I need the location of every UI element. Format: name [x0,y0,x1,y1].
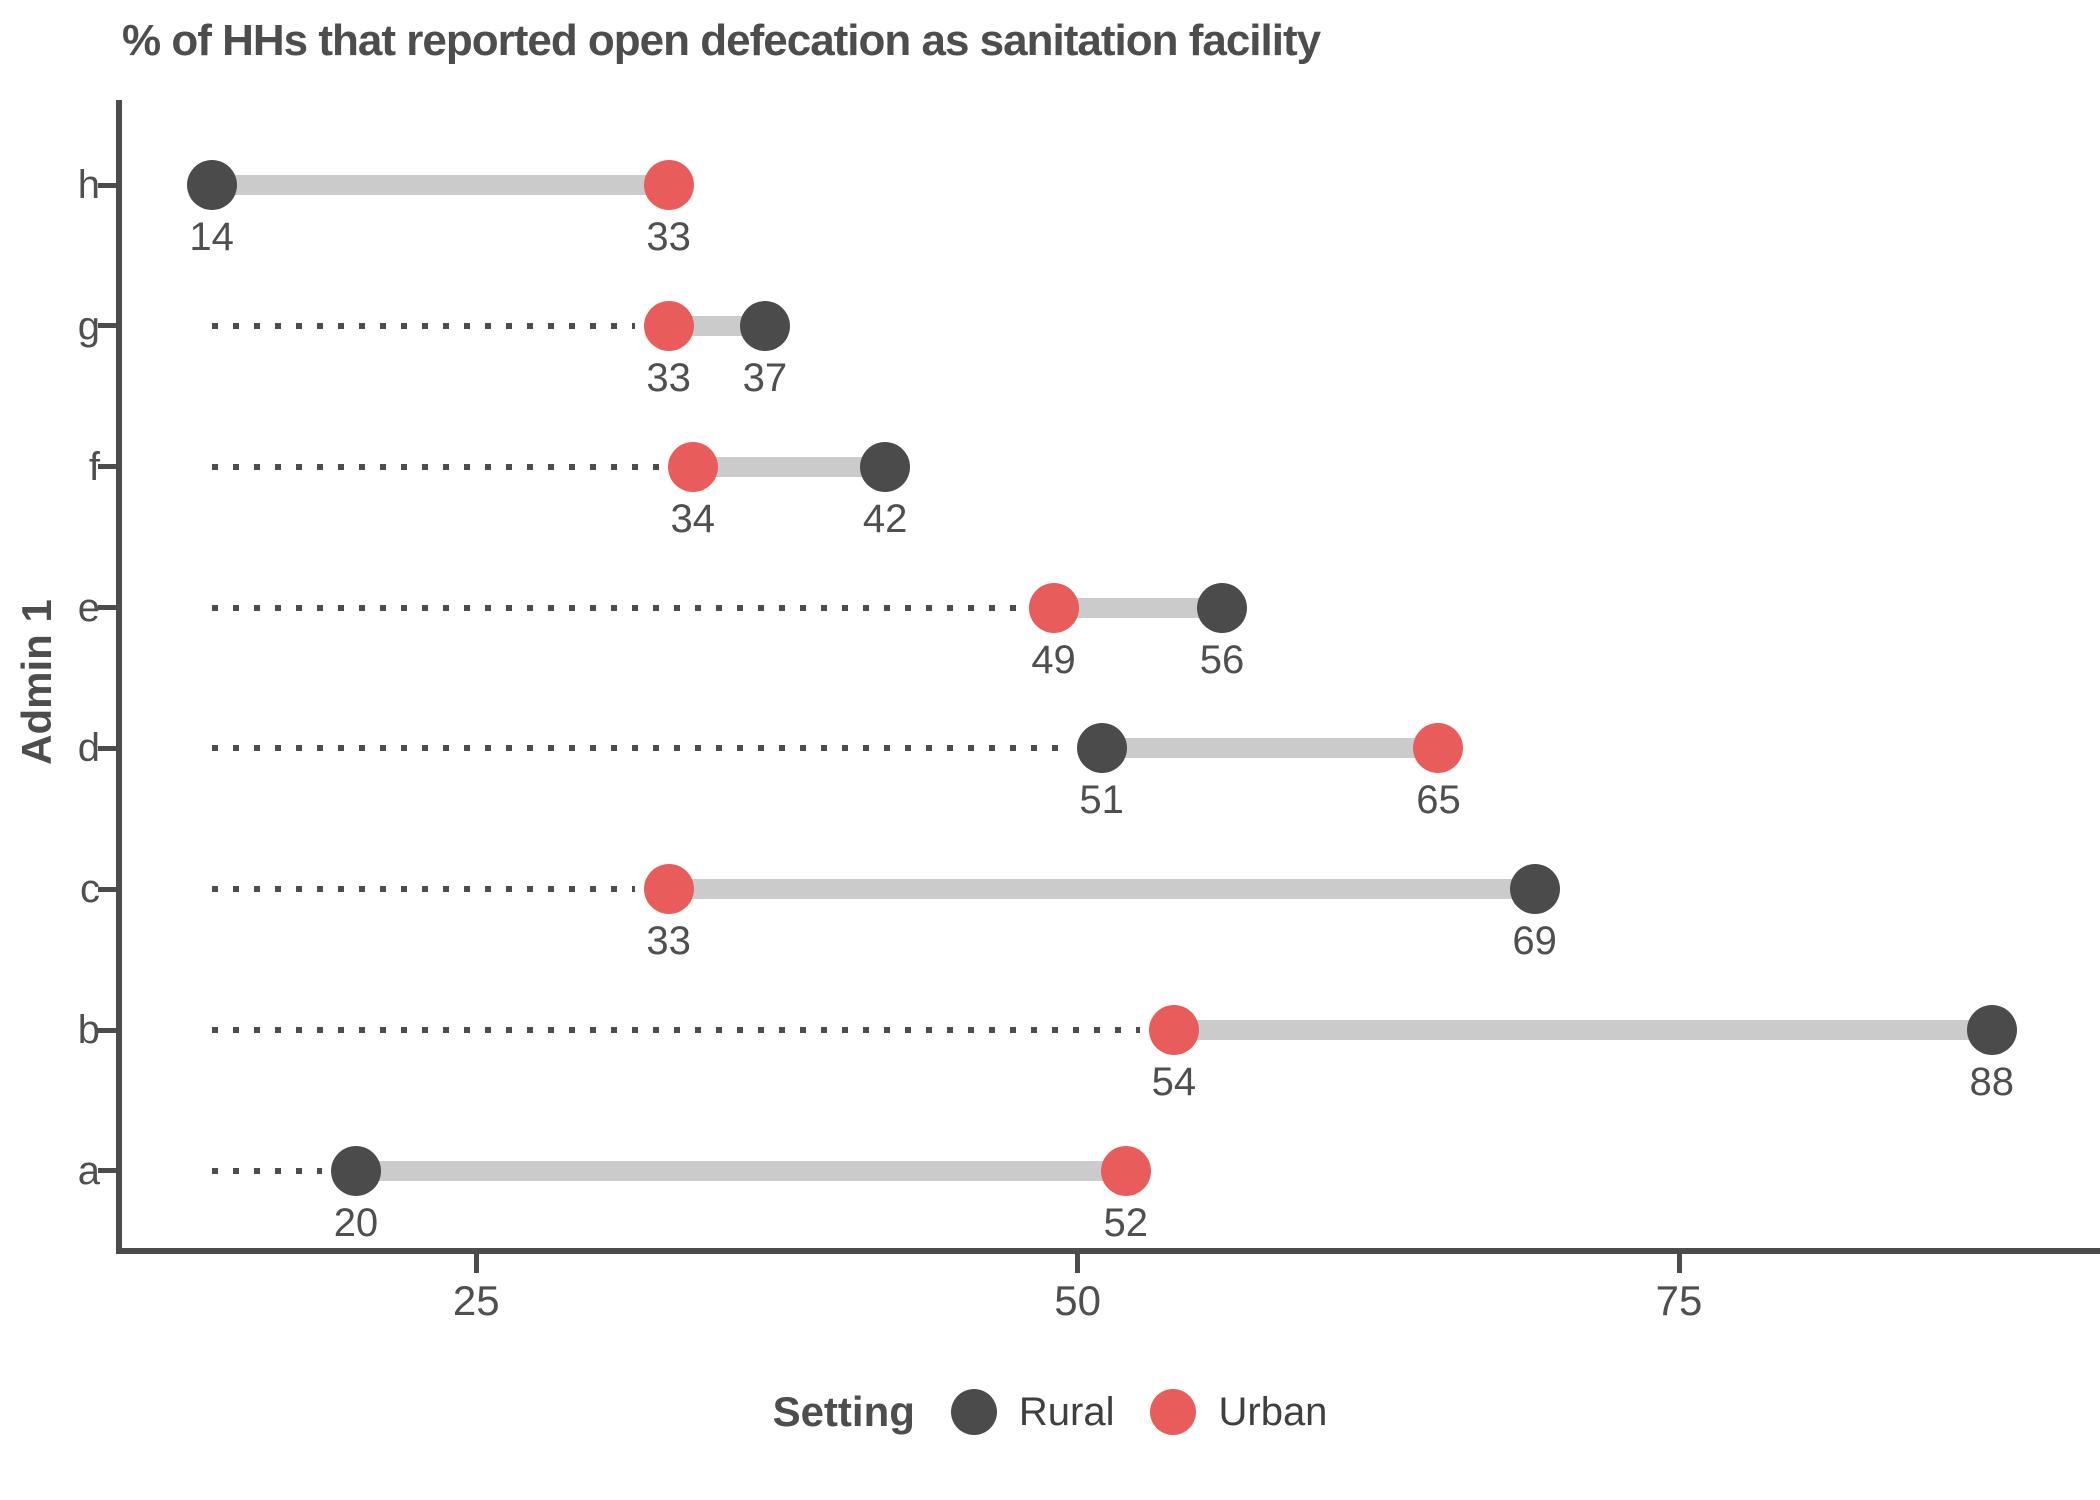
rural-dot [1966,1005,2017,1056]
legend-item-label: Urban [1218,1389,1328,1434]
leader-line [211,1027,1140,1034]
y-axis-tick [98,605,117,611]
y-axis-category-label: b [77,1008,100,1053]
leader-line [211,745,1068,752]
x-axis-tick-label: 75 [1655,1277,1703,1324]
value-label: 52 [1103,1200,1148,1245]
urban-dot [1148,1005,1199,1056]
x-axis-tick [1676,1254,1682,1273]
y-axis-tick [98,745,117,751]
leader-line [211,463,659,470]
urban-dot [1100,1145,1151,1196]
chart-title: % of HHs that reported open defecation a… [122,16,1321,65]
rural-dot [1076,723,1127,774]
value-label: 54 [1151,1060,1197,1105]
urban-dot [643,864,694,915]
connector-bar [1053,597,1222,618]
rural-dot [330,1145,381,1196]
value-label: 69 [1512,919,1557,964]
legend-title: Setting [772,1388,915,1435]
legend-item-label: Rural [1018,1389,1115,1434]
legend-item-urban: Urban [1150,1389,1327,1435]
y-axis-tick [98,182,117,188]
connector-bar [211,175,669,195]
connector-bar [692,456,886,477]
leader-line [211,322,635,329]
leader-line [211,604,1020,611]
urban-legend-dot [1150,1389,1197,1435]
y-axis-line [116,100,122,1254]
urban-dot [1413,723,1464,774]
y-axis-category-label: f [88,444,100,489]
value-label: 33 [646,355,691,400]
x-axis-tick-label: 25 [452,1277,500,1324]
value-label: 34 [670,496,715,541]
value-label: 65 [1416,778,1461,823]
leader-line [211,886,635,893]
value-label: 42 [862,496,908,541]
y-axis-category-label: e [77,585,100,630]
x-axis-tick [473,1254,479,1273]
legend: Setting Rural Urban [0,1388,2100,1436]
connector-bar [1101,738,1439,759]
value-label: 56 [1199,637,1245,682]
x-axis-tick-label: 50 [1054,1277,1101,1324]
value-label: 20 [333,1200,379,1245]
value-label: 88 [1969,1060,2014,1105]
x-axis-tick [1075,1254,1081,1273]
leader-line [211,1167,322,1174]
y-axis-category-label: c [80,867,100,912]
value-label: 14 [189,215,234,259]
connector-bar [668,879,1535,900]
value-label: 37 [742,355,788,400]
rural-dot [739,300,790,351]
value-label: 33 [646,215,691,259]
y-axis-category-label: h [77,163,100,207]
value-label: 49 [1031,637,1076,682]
y-axis-tick [98,1168,117,1174]
urban-dot [643,300,694,351]
value-label: 33 [646,919,691,964]
y-axis-category-label: g [77,303,100,348]
legend-item-rural: Rural [950,1389,1115,1435]
rural-legend-dot [950,1389,997,1435]
rural-dot [1196,582,1247,633]
y-axis-category-label: a [77,1148,100,1193]
urban-dot [667,441,718,492]
rural-dot [186,160,237,210]
value-label: 51 [1079,778,1124,823]
y-axis-tick [98,886,117,892]
x-axis-line [116,1248,2100,1254]
urban-dot [643,160,694,210]
y-axis-tick [98,1027,117,1033]
y-axis-tick [98,464,117,470]
connector-bar [355,1160,1126,1181]
connector-bar [1173,1020,1992,1041]
y-axis-category-label: d [77,726,100,771]
rural-dot [1509,864,1560,915]
urban-dot [1028,582,1079,633]
rural-dot [860,441,911,492]
y-axis-tick [98,323,117,329]
